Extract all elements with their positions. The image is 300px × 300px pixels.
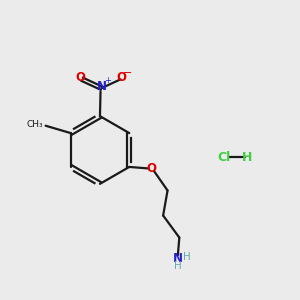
Text: CH₃: CH₃ — [26, 120, 43, 129]
Text: O: O — [76, 71, 86, 84]
Text: O: O — [146, 162, 156, 175]
Text: +: + — [104, 76, 111, 85]
Text: H: H — [183, 252, 191, 262]
Text: H: H — [242, 151, 252, 164]
Text: −: − — [123, 68, 133, 78]
Text: O: O — [116, 71, 126, 84]
Text: Cl: Cl — [217, 151, 230, 164]
Text: N: N — [173, 252, 183, 265]
Text: H: H — [174, 262, 182, 272]
Text: N: N — [96, 80, 106, 93]
